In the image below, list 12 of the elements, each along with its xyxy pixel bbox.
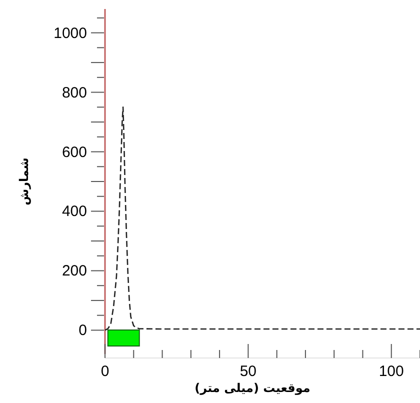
x-tick-label: 100 — [378, 363, 404, 380]
y-tick-label: 0 — [78, 322, 87, 340]
y-tick-label: 600 — [62, 144, 87, 161]
x-tick-label: 50 — [240, 363, 257, 380]
y-tick-label: 400 — [62, 203, 87, 220]
x-axis-title: موقعیت (میلی متر) — [194, 381, 310, 395]
line-series — [104, 106, 420, 331]
y-axis-title: شمارش — [17, 158, 31, 206]
y-tick-label: 200 — [62, 262, 87, 280]
y-tick-label: 800 — [62, 84, 87, 102]
y-tick-label: 1000 — [54, 24, 87, 42]
x-tick-label: 0 — [100, 363, 110, 380]
